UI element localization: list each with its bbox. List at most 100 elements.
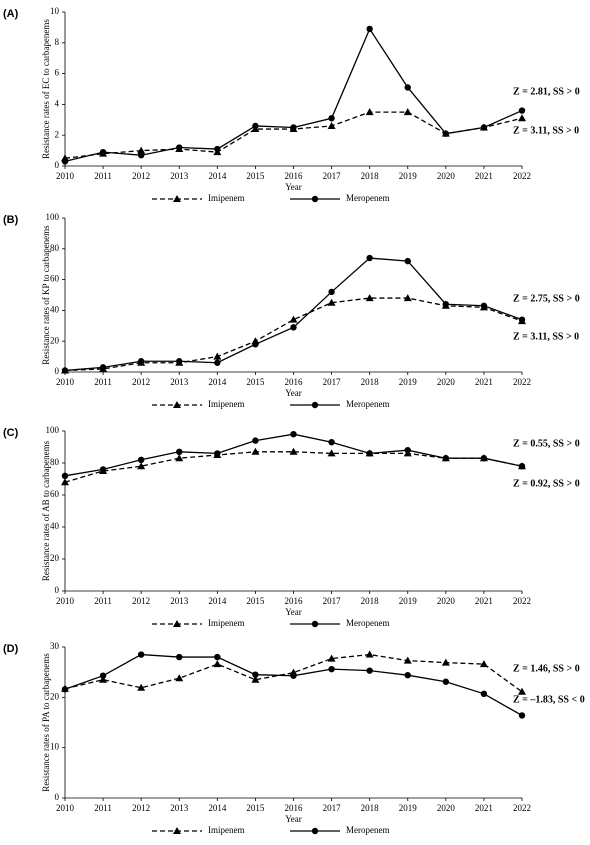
circle-marker <box>366 450 373 457</box>
annotation: Z = 0.55, SS > 0 <box>513 438 580 449</box>
y-tick-label: 6 <box>55 68 60 78</box>
circle-marker <box>366 25 373 33</box>
legend-label: Imipenem <box>208 825 245 835</box>
triangle-marker <box>365 650 374 658</box>
y-axis-label: Resistance rates of KP to carbapenems <box>41 225 51 365</box>
y-tick-label: 2 <box>55 129 60 139</box>
circle-marker <box>137 456 145 463</box>
x-tick-label: 2014 <box>208 171 227 181</box>
circle-marker <box>480 455 488 462</box>
legend-marker <box>311 620 319 628</box>
x-tick-label: 2019 <box>399 596 418 606</box>
panel: (B) 0 20 40 60 80 100 2010 2011 2012 2013 2014 2015 2… <box>3 212 580 409</box>
x-tick-label: 2015 <box>246 171 265 181</box>
panel-label: (C) <box>3 427 19 439</box>
circle-marker <box>176 144 183 151</box>
legend-marker <box>173 195 181 202</box>
x-tick-label: 2015 <box>246 803 265 813</box>
x-tick-label: 2017 <box>323 377 342 387</box>
circle-marker <box>61 367 69 374</box>
annotation: Z = 3.11, SS > 0 <box>513 331 579 342</box>
x-tick-label: 2020 <box>437 596 456 606</box>
y-tick-label: 80 <box>50 457 60 467</box>
series-line <box>64 433 523 477</box>
circle-marker <box>61 158 69 165</box>
x-tick-label: 2021 <box>475 803 493 813</box>
annotation: Z = 3.11, SS > 0 <box>513 125 579 136</box>
x-tick-label: 2013 <box>170 377 189 387</box>
annotation: Z = 1.46, SS > 0 <box>513 663 580 674</box>
y-tick-label: 60 <box>50 489 60 499</box>
circle-marker <box>99 364 107 371</box>
x-tick-label: 2020 <box>437 377 456 387</box>
circle-marker <box>328 439 335 446</box>
triangle-marker <box>365 108 374 116</box>
x-tick-label: 2017 <box>323 171 342 181</box>
circle-marker <box>252 341 259 348</box>
legend-marker <box>173 620 181 627</box>
triangle-marker <box>327 121 336 129</box>
annotation: Z = 0.92, SS > 0 <box>513 478 580 489</box>
circle-marker <box>328 665 335 673</box>
circle-marker <box>176 653 183 661</box>
x-tick-label: 2015 <box>246 377 265 387</box>
x-axis-label: Year <box>285 607 302 617</box>
circle-marker <box>328 115 335 122</box>
x-tick-label: 2016 <box>285 377 304 387</box>
y-tick-label: 30 <box>50 641 60 651</box>
panel: (A) 0 2 4 6 8 10 2010 2011 2012 2013 2014 2015 2016 20… <box>3 6 580 203</box>
circle-marker <box>137 358 145 365</box>
triangle-marker <box>403 108 412 116</box>
circle-marker <box>176 358 183 365</box>
series-line <box>64 653 523 717</box>
circle-marker <box>290 124 297 131</box>
x-tick-label: 2012 <box>132 596 150 606</box>
x-tick-label: 2018 <box>361 171 380 181</box>
y-tick-label: 8 <box>55 37 60 47</box>
triangle-marker <box>61 478 69 486</box>
y-axis-label: Resistance rates of PA to carbapenems <box>41 653 51 792</box>
y-tick-label: 20 <box>50 553 60 563</box>
circle-marker <box>480 302 488 309</box>
y-axis-label: Resistance rates of AB to carbapenems <box>41 440 51 581</box>
x-tick-label: 2017 <box>323 803 342 813</box>
x-tick-label: 2018 <box>361 596 380 606</box>
panel: (D) 0 10 20 30 2010 2011 2012 2013 2014 2015 2016 20… <box>3 641 585 835</box>
x-tick-label: 2021 <box>475 171 493 181</box>
triangle-marker <box>175 454 184 462</box>
legend-marker <box>311 401 319 409</box>
triangle-marker <box>175 674 184 682</box>
legend-marker <box>173 827 181 834</box>
series-line <box>64 297 523 372</box>
annotation: Z = 2.75, SS > 0 <box>513 293 580 304</box>
circle-marker <box>404 257 411 265</box>
y-tick-label: 4 <box>55 98 60 108</box>
triangle-marker <box>137 683 146 691</box>
y-tick-label: 80 <box>50 243 60 253</box>
x-tick-label: 2022 <box>513 803 531 813</box>
annotation: Z = –1.83, SS < 0 <box>513 694 585 705</box>
series-line <box>64 111 523 159</box>
circle-marker <box>442 678 450 685</box>
circle-marker <box>366 667 373 674</box>
x-tick-label: 2018 <box>361 377 380 387</box>
y-tick-label: 20 <box>50 691 60 701</box>
circle-marker <box>99 672 107 679</box>
triangle-marker <box>251 447 260 455</box>
legend-marker <box>311 195 319 203</box>
x-tick-label: 2021 <box>475 377 493 387</box>
annotation: Z = 2.81, SS > 0 <box>513 86 580 97</box>
triangle-marker <box>518 687 526 695</box>
x-tick-label: 2010 <box>56 803 75 813</box>
circle-marker <box>176 448 183 455</box>
y-tick-label: 10 <box>50 742 60 752</box>
circle-marker <box>290 324 297 331</box>
x-tick-label: 2020 <box>437 803 456 813</box>
x-tick-label: 2014 <box>208 377 227 387</box>
triangle-marker <box>327 298 336 306</box>
x-tick-label: 2019 <box>399 171 418 181</box>
x-tick-label: 2016 <box>285 596 304 606</box>
y-tick-label: 100 <box>46 425 60 435</box>
circle-marker <box>252 671 259 678</box>
triangle-marker <box>251 675 260 683</box>
